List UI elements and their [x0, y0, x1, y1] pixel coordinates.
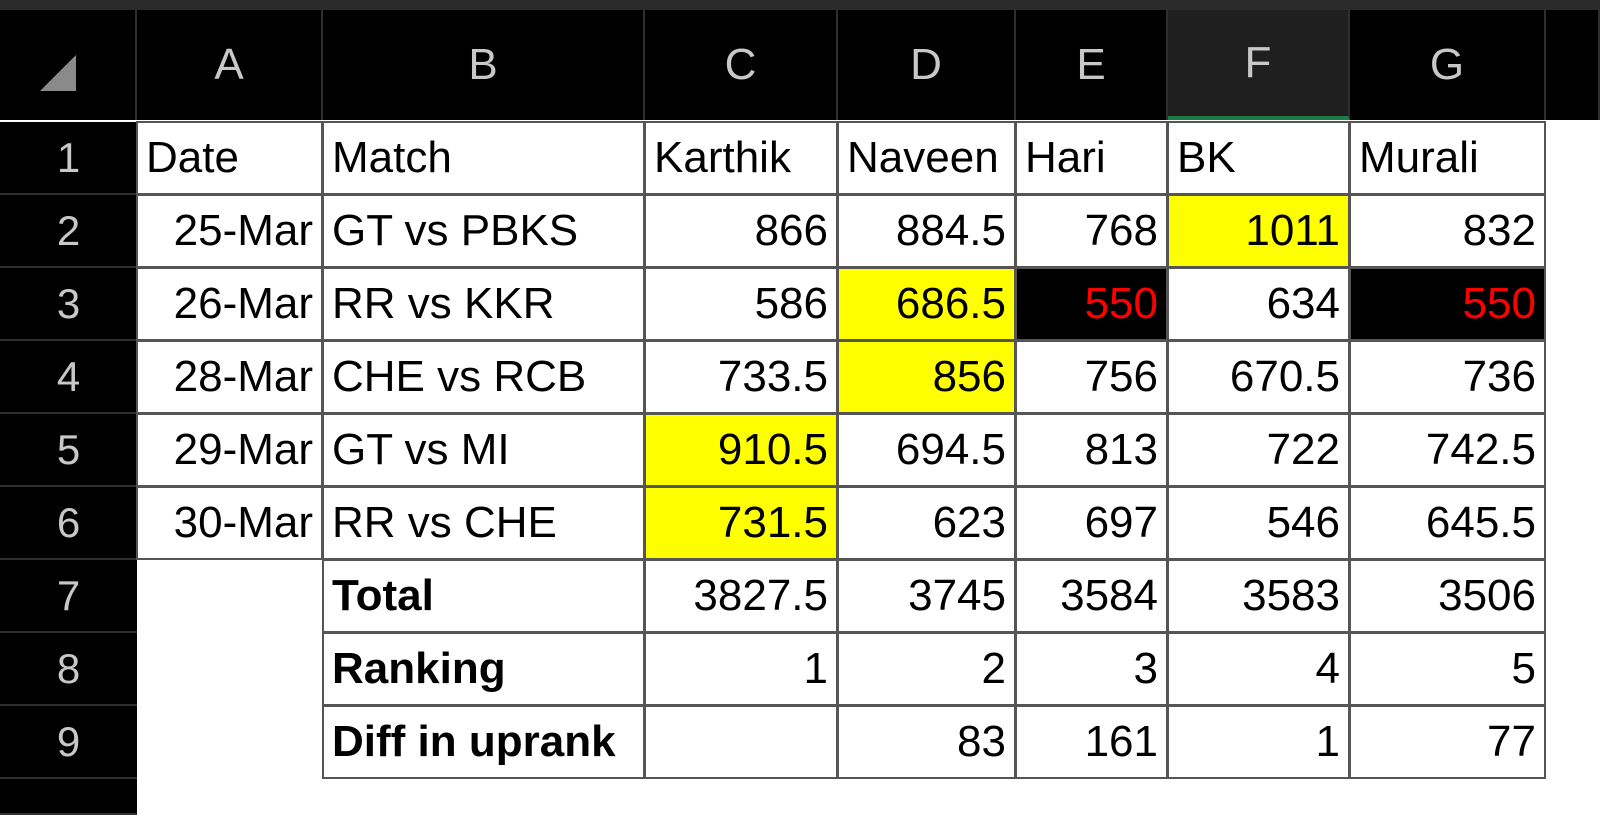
row-header-7[interactable]: 7	[0, 560, 137, 633]
cell-c7[interactable]: 3827.5	[644, 559, 838, 633]
cell-c6[interactable]: 731.5	[644, 486, 838, 560]
cell-b2[interactable]: GT vs PBKS	[322, 194, 645, 268]
cell-b4[interactable]: CHE vs RCB	[322, 340, 645, 414]
cell-f1[interactable]: BK	[1167, 121, 1350, 195]
cell-e8[interactable]: 3	[1015, 632, 1168, 706]
cell-f3[interactable]: 634	[1167, 267, 1350, 341]
column-header-a[interactable]: A	[137, 10, 323, 120]
row-header-10-partial[interactable]	[0, 779, 137, 815]
cell-f6[interactable]: 546	[1167, 486, 1350, 560]
row-header-6[interactable]: 6	[0, 487, 137, 560]
cell-d7[interactable]: 3745	[837, 559, 1016, 633]
row-header-1[interactable]: 1	[0, 122, 137, 195]
cell-d5[interactable]: 694.5	[837, 413, 1016, 487]
cell-c8[interactable]: 1	[644, 632, 838, 706]
column-header-d[interactable]: D	[838, 10, 1016, 120]
select-all-corner[interactable]	[0, 10, 137, 120]
column-header-h-partial[interactable]	[1546, 10, 1600, 120]
cell-b8[interactable]: Ranking	[322, 632, 645, 706]
cell-c1[interactable]: Karthik	[644, 121, 838, 195]
row-header-9[interactable]: 9	[0, 706, 137, 779]
column-header-g[interactable]: G	[1350, 10, 1546, 120]
cell-b9[interactable]: Diff in uprank	[322, 705, 645, 779]
cell-a3[interactable]: 26-Mar	[136, 267, 323, 341]
cell-c2[interactable]: 866	[644, 194, 838, 268]
column-header-c[interactable]: C	[645, 10, 838, 120]
window-top-bar	[0, 0, 1600, 10]
cell-e5[interactable]: 813	[1015, 413, 1168, 487]
cell-a6[interactable]: 30-Mar	[136, 486, 323, 560]
cell-d2[interactable]: 884.5	[837, 194, 1016, 268]
cell-e7[interactable]: 3584	[1015, 559, 1168, 633]
row-header-5[interactable]: 5	[0, 414, 137, 487]
cell-e9[interactable]: 161	[1015, 705, 1168, 779]
row-header-4[interactable]: 4	[0, 341, 137, 414]
cell-a5[interactable]: 29-Mar	[136, 413, 323, 487]
cell-d4[interactable]: 856	[837, 340, 1016, 414]
row-header-8[interactable]: 8	[0, 633, 137, 706]
cell-c5[interactable]: 910.5	[644, 413, 838, 487]
cell-g2[interactable]: 832	[1349, 194, 1546, 268]
cell-d8[interactable]: 2	[837, 632, 1016, 706]
cell-e2[interactable]: 768	[1015, 194, 1168, 268]
cell-g5[interactable]: 742.5	[1349, 413, 1546, 487]
cell-c9[interactable]	[644, 705, 838, 779]
cell-g3[interactable]: 550	[1349, 267, 1546, 341]
cell-e3[interactable]: 550	[1015, 267, 1168, 341]
cell-g8[interactable]: 5	[1349, 632, 1546, 706]
cell-g4[interactable]: 736	[1349, 340, 1546, 414]
cell-c3[interactable]: 586	[644, 267, 838, 341]
cell-b3[interactable]: RR vs KKR	[322, 267, 645, 341]
column-header-f[interactable]: F	[1168, 10, 1350, 120]
cell-f7[interactable]: 3583	[1167, 559, 1350, 633]
cell-a2[interactable]: 25-Mar	[136, 194, 323, 268]
cell-c4[interactable]: 733.5	[644, 340, 838, 414]
cell-f4[interactable]: 670.5	[1167, 340, 1350, 414]
cell-f9[interactable]: 1	[1167, 705, 1350, 779]
cell-f2[interactable]: 1011	[1167, 194, 1350, 268]
cell-b1[interactable]: Match	[322, 121, 645, 195]
cell-d1[interactable]: Naveen	[837, 121, 1016, 195]
cell-a1[interactable]: Date	[136, 121, 323, 195]
column-header-b[interactable]: B	[323, 10, 645, 120]
cell-d3[interactable]: 686.5	[837, 267, 1016, 341]
cell-g9[interactable]: 77	[1349, 705, 1546, 779]
cell-e4[interactable]: 756	[1015, 340, 1168, 414]
cell-g6[interactable]: 645.5	[1349, 486, 1546, 560]
cell-a4[interactable]: 28-Mar	[136, 340, 323, 414]
cell-g7[interactable]: 3506	[1349, 559, 1546, 633]
column-header-e[interactable]: E	[1016, 10, 1168, 120]
row-header-2[interactable]: 2	[0, 195, 137, 268]
row-header-3[interactable]: 3	[0, 268, 137, 341]
cell-b6[interactable]: RR vs CHE	[322, 486, 645, 560]
select-all-triangle-icon	[40, 55, 76, 91]
cell-f8[interactable]: 4	[1167, 632, 1350, 706]
cell-g1[interactable]: Murali	[1349, 121, 1546, 195]
cell-b7[interactable]: Total	[322, 559, 645, 633]
cell-d9[interactable]: 83	[837, 705, 1016, 779]
cell-f5[interactable]: 722	[1167, 413, 1350, 487]
cell-e1[interactable]: Hari	[1015, 121, 1168, 195]
cell-d6[interactable]: 623	[837, 486, 1016, 560]
cell-e6[interactable]: 697	[1015, 486, 1168, 560]
cell-b5[interactable]: GT vs MI	[322, 413, 645, 487]
